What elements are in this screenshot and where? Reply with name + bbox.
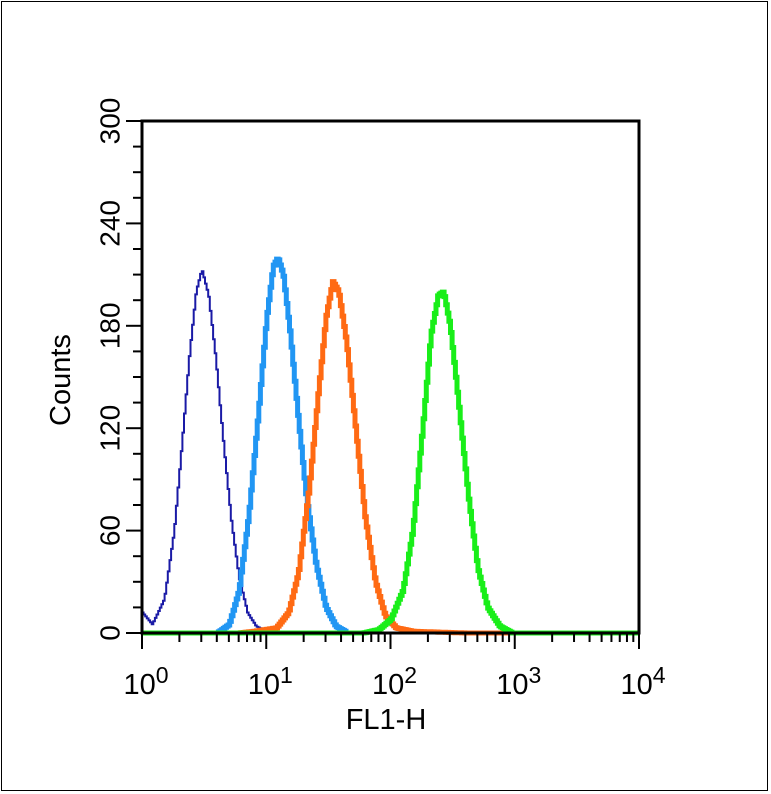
x-tick-label: 101 [248, 662, 293, 701]
y-tick-label: 240 [94, 200, 125, 247]
y-axis: 0 60 120 180 240 300 [94, 98, 142, 641]
y-tick-label: 180 [94, 302, 125, 349]
y-tick-label: 60 [94, 515, 125, 546]
series-2-curve [237, 279, 639, 636]
x-axis: 100 101 102 103 104 [123, 633, 666, 701]
x-tick-label: 103 [496, 662, 541, 701]
y-axis-label: Counts [45, 334, 77, 426]
series-layer [142, 256, 639, 636]
x-tick-label: 100 [123, 662, 168, 701]
y-tick-label: 120 [94, 405, 125, 452]
x-axis-label: FL1-H [346, 704, 427, 736]
y-tick-label: 300 [94, 98, 125, 145]
plot-area-border [140, 119, 641, 635]
series-3-curve [142, 289, 639, 636]
x-tick-label: 102 [372, 662, 417, 701]
x-tick-label: 104 [620, 662, 665, 701]
y-tick-label: 0 [94, 625, 125, 641]
series-1-curve [215, 256, 349, 636]
